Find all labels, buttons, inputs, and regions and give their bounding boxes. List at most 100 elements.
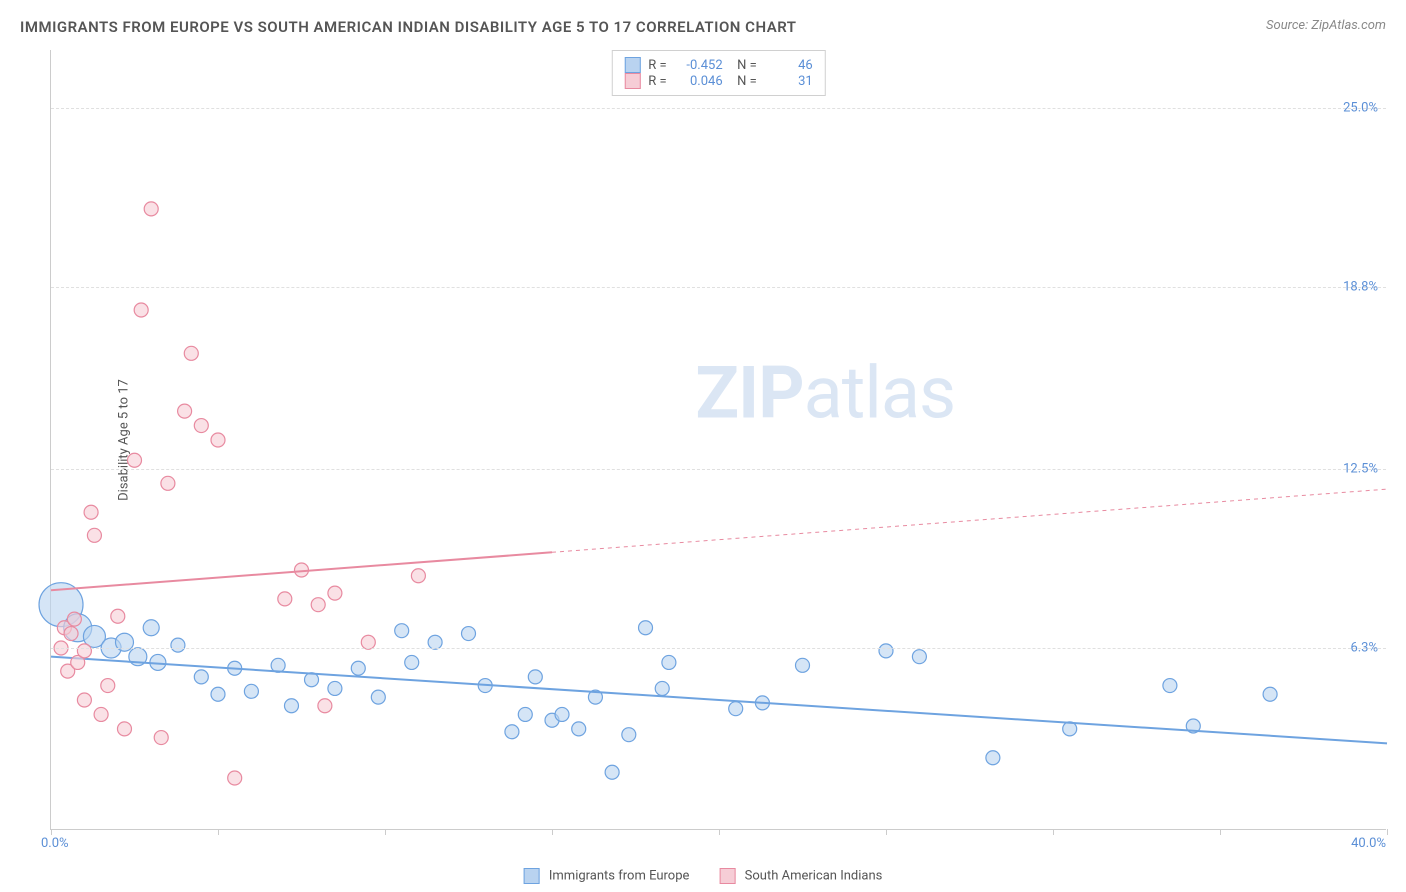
data-point [528,670,542,684]
trend-line-solid [51,552,552,590]
gridline [51,287,1386,288]
data-point [211,433,225,447]
data-point [228,771,242,785]
data-point [77,693,91,707]
n-label: N = [731,74,757,89]
y-tick-label: 18.8% [1343,279,1378,294]
data-point [184,346,198,360]
data-point [77,644,91,658]
data-point [462,627,476,641]
data-point [194,670,208,684]
data-point [171,638,185,652]
x-tick [1220,829,1221,835]
legend-item-europe: Immigrants from Europe [524,868,690,884]
legend-label-sai: South American Indians [745,868,883,883]
plot-svg [51,50,1386,829]
data-point [405,655,419,669]
x-tick [719,829,720,835]
x-max-label: 40.0% [1351,836,1386,851]
gridline [51,108,1386,109]
r-label: R = [648,74,666,89]
y-tick-label: 12.5% [1343,461,1378,476]
chart-title: IMMIGRANTS FROM EUROPE VS SOUTH AMERICAN… [20,18,797,36]
data-point [211,687,225,701]
data-point [328,681,342,695]
n-value-sai: 31 [765,74,813,89]
data-point [605,765,619,779]
data-point [986,751,1000,765]
data-point [351,661,365,675]
data-point [1163,679,1177,693]
legend-label-europe: Immigrants from Europe [549,868,690,883]
data-point [178,404,192,418]
data-point [284,699,298,713]
data-point [729,702,743,716]
data-point [395,624,409,638]
source-label: Source: ZipAtlas.com [1266,18,1386,33]
r-value-europe: -0.452 [675,58,723,73]
data-point [94,707,108,721]
data-point [411,569,425,583]
data-point [318,699,332,713]
data-point [194,419,208,433]
data-point [67,612,81,626]
data-point [311,598,325,612]
bottom-legend: Immigrants from Europe South American In… [524,868,883,884]
data-point [144,202,158,216]
legend-swatch-sai [719,868,735,884]
r-value-sai: 0.046 [675,74,723,89]
data-point [154,731,168,745]
stats-row-sai: R = 0.046 N = 31 [624,73,812,89]
data-point [655,681,669,695]
x-tick [552,829,553,835]
x-min-label: 0.0% [41,836,69,851]
data-point [572,722,586,736]
data-point [101,679,115,693]
data-point [555,707,569,721]
swatch-sai [624,73,640,89]
gridline [51,469,1386,470]
x-tick [1053,829,1054,835]
data-point [879,644,893,658]
data-point [111,609,125,623]
stats-row-europe: R = -0.452 N = 46 [624,57,812,73]
data-point [912,650,926,664]
data-point [117,722,131,736]
data-point [64,627,78,641]
data-point [87,528,101,542]
y-tick-label: 6.3% [1350,641,1378,656]
trend-line-dashed [552,489,1387,552]
swatch-europe [624,57,640,73]
data-point [128,453,142,467]
plot-area: Disability Age 5 to 17 ZIPatlas R = -0.4… [50,50,1386,830]
data-point [371,690,385,704]
data-point [134,303,148,317]
data-point [143,620,159,636]
data-point [639,621,653,635]
trend-line [51,657,1387,744]
r-label: R = [648,58,666,73]
data-point [622,728,636,742]
data-point [518,707,532,721]
data-point [796,658,810,672]
data-point [328,586,342,600]
data-point [278,592,292,606]
x-tick [218,829,219,835]
y-tick-label: 25.0% [1343,100,1378,115]
legend-swatch-europe [524,868,540,884]
data-point [505,725,519,739]
gridline [51,648,1386,649]
data-point [1263,687,1277,701]
data-point [244,684,258,698]
data-point [662,655,676,669]
x-tick [385,829,386,835]
data-point [161,476,175,490]
n-label: N = [731,58,757,73]
data-point [84,505,98,519]
x-tick [1387,829,1388,835]
x-tick [886,829,887,835]
n-value-europe: 46 [765,58,813,73]
stats-legend-box: R = -0.452 N = 46 R = 0.046 N = 31 [611,50,825,96]
legend-item-sai: South American Indians [719,868,882,884]
x-tick [51,829,52,835]
